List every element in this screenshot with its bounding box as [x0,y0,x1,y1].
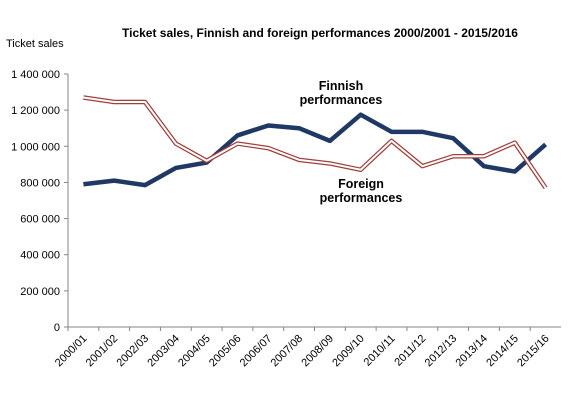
x-tick-label: 2004/05 [176,333,213,370]
x-tick-label: 2003/04 [145,333,182,370]
x-tick-label: 2010/11 [362,333,398,369]
y-tick-label: 1 200 000 [11,105,60,117]
x-tick-label: 2000/01 [53,333,90,370]
x-tick-label: 2012/13 [423,333,460,370]
y-tick-label: 200 000 [20,286,60,298]
x-tick-label: 2008/09 [299,333,336,370]
x-tick-label: 2006/07 [238,333,275,370]
y-tick-label: 800 000 [20,177,60,189]
x-tick-label: 2001/02 [84,333,121,370]
y-tick-label: 400 000 [20,250,60,262]
series-line-inner [83,96,547,189]
y-tick-label: 1 400 000 [11,69,60,81]
x-tick-label: 2009/10 [330,333,367,370]
series-annotation: performances [300,93,383,107]
x-tick-label: 2013/14 [453,333,490,370]
series-annotation: performances [320,191,403,205]
x-tick-label: 2011/12 [392,333,428,369]
chart-title: Ticket sales, Finnish and foreign perfor… [122,26,518,40]
y-axis-title: Ticket sales [6,38,64,50]
y-tick-label: 1 000 000 [11,141,60,153]
x-tick-label: 2005/06 [207,333,244,370]
y-tick-label: 0 [54,322,60,334]
series-line [83,112,548,188]
series-annotation: Finnish [319,79,363,93]
series-annotation: Foreign [338,177,384,191]
x-tick-label: 2014/15 [484,333,521,370]
x-tick-label: 2002/03 [115,333,152,370]
x-tick-label: 2015/16 [515,333,552,370]
y-tick-label: 600 000 [20,214,60,226]
x-tick-label: 2007/08 [269,333,306,370]
